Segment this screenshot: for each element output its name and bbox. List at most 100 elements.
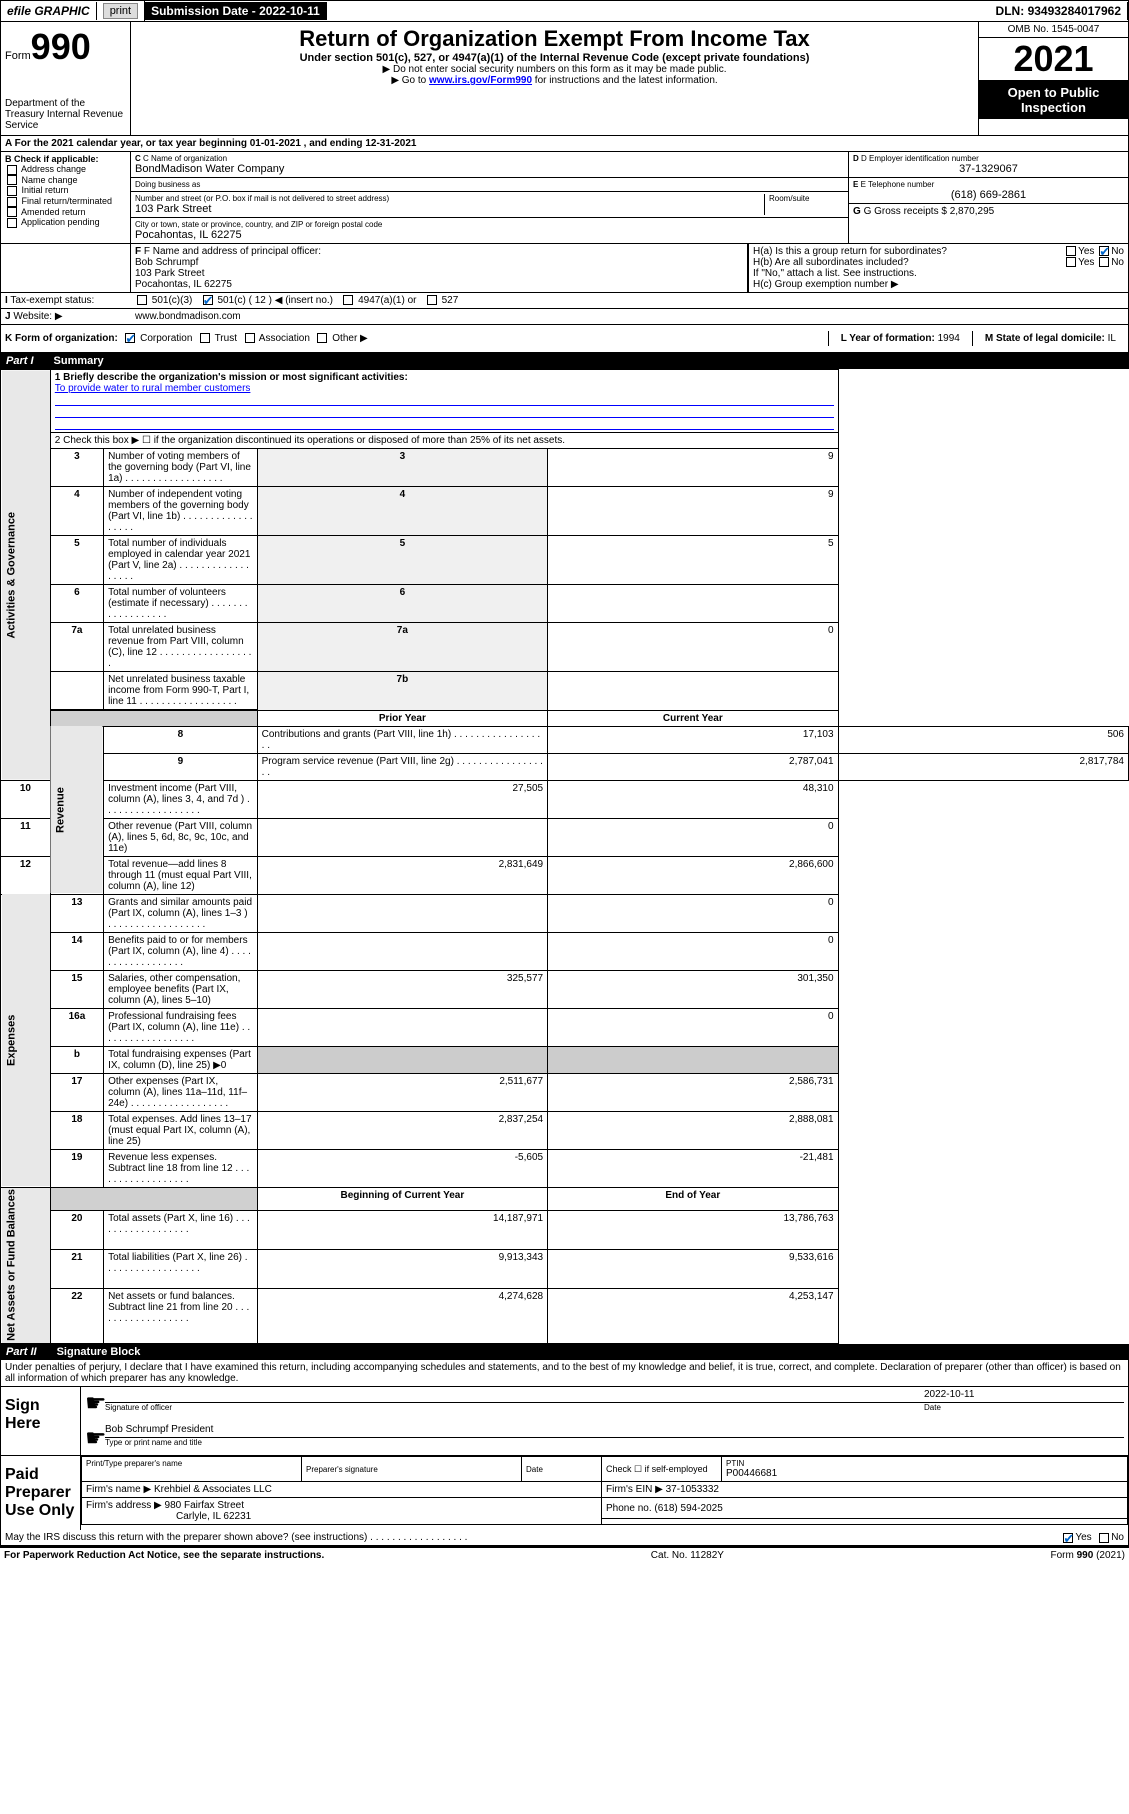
- ptin-label: PTIN: [726, 1459, 1123, 1468]
- side-net-assets: Net Assets or Fund Balances: [1, 1187, 51, 1344]
- form-header-right: OMB No. 1545-0047 2021 Open to Public In…: [978, 22, 1128, 135]
- hb-yes-cb[interactable]: [1066, 257, 1076, 267]
- city-value: Pocahontas, IL 62275: [135, 229, 844, 241]
- gov-row-6: 6Total number of volunteers (estimate if…: [1, 585, 1129, 623]
- print-button[interactable]: print: [103, 3, 138, 19]
- discuss-no-cb[interactable]: [1099, 1533, 1109, 1543]
- firm-ein: 37-1053332: [666, 1484, 719, 1495]
- ha-yes-cb[interactable]: [1066, 246, 1076, 256]
- section-f-h: F F Name and address of principal office…: [0, 244, 1129, 293]
- officer-addr1: 103 Park Street: [135, 268, 743, 279]
- sig-name: Bob Schrumpf President: [105, 1424, 1124, 1435]
- cb-app-pending[interactable]: Application pending: [5, 217, 126, 228]
- addr-value: 103 Park Street: [135, 203, 764, 215]
- side-governance: Activities & Governance: [1, 370, 51, 781]
- hb-no-cb[interactable]: [1099, 257, 1109, 267]
- cb-corp[interactable]: [125, 333, 135, 343]
- print-cell: print: [97, 1, 145, 21]
- section-m: M State of legal domicile: IL: [972, 331, 1128, 346]
- ein-value: 37-1329067: [853, 163, 1124, 175]
- gov-row-4: 4Number of independent voting members of…: [1, 487, 1129, 536]
- firm-addr2: Carlyle, IL 62231: [176, 1511, 251, 1522]
- note-ssn: ▶ Do not enter social security numbers o…: [135, 64, 974, 75]
- cb-other[interactable]: [317, 333, 327, 343]
- submission-date-label: Submission Date - 2022-10-11: [145, 2, 327, 20]
- sig-officer-label: Signature of officer: [105, 1403, 924, 1412]
- cb-501c3[interactable]: [137, 295, 147, 305]
- ha-no-cb[interactable]: [1099, 246, 1109, 256]
- eoy-header: End of Year: [548, 1187, 838, 1210]
- discuss-row: May the IRS discuss this return with the…: [1, 1530, 1128, 1545]
- prior-year-header: Prior Year: [257, 710, 547, 726]
- gross-receipts: G G Gross receipts $ 2,870,295: [853, 206, 1124, 217]
- section-klm: K Form of organization: Corporation Trus…: [0, 325, 1129, 353]
- cb-trust[interactable]: [200, 333, 210, 343]
- irs-link[interactable]: www.irs.gov/Form990: [429, 75, 532, 86]
- boy-header: Beginning of Current Year: [257, 1187, 547, 1210]
- line2: 2 Check this box ▶ ☐ if the organization…: [50, 433, 838, 449]
- discuss-yes-cb[interactable]: [1063, 1533, 1073, 1543]
- officer-label: F F Name and address of principal office…: [135, 246, 743, 257]
- section-c: C C Name of organization BondMadison Wat…: [131, 152, 848, 243]
- org-name: BondMadison Water Company: [135, 163, 844, 175]
- section-i: I Tax-exempt status: 501(c)(3) 501(c) ( …: [0, 293, 1129, 309]
- firm-ein-label: Firm's EIN ▶: [606, 1484, 663, 1495]
- form-header-mid: Return of Organization Exempt From Incom…: [131, 22, 978, 135]
- gov-row-3: 3Number of voting members of the governi…: [1, 449, 1129, 487]
- dept-label: Department of the Treasury Internal Reve…: [5, 98, 126, 131]
- cb-assoc[interactable]: [245, 333, 255, 343]
- preparer-table: Print/Type preparer's name Preparer's si…: [81, 1456, 1128, 1525]
- cb-amended-return[interactable]: Amended return: [5, 207, 126, 218]
- side-expenses: Expenses: [1, 894, 51, 1187]
- form-header: Form990 Department of the Treasury Inter…: [0, 22, 1129, 136]
- hb-note: If "No," attach a list. See instructions…: [753, 268, 1124, 279]
- header-bar: efile GRAPHIC print Submission Date - 20…: [0, 0, 1129, 22]
- cb-527[interactable]: [427, 295, 437, 305]
- sig-date-label: Date: [924, 1403, 1124, 1412]
- section-j: J Website: ▶ www.bondmadison.com: [0, 309, 1129, 325]
- sig-date: 2022-10-11: [924, 1389, 1124, 1400]
- firm-name-label: Firm's name ▶: [86, 1484, 151, 1495]
- sign-here-label: Sign Here: [1, 1387, 81, 1455]
- info-grid: B Check if applicable: Address change Na…: [0, 152, 1129, 244]
- city-label: City or town, state or province, country…: [135, 220, 844, 229]
- tax-year: 2021: [979, 38, 1128, 81]
- form-title: Return of Organization Exempt From Incom…: [135, 26, 974, 52]
- prep-sig-label: Preparer's signature: [306, 1465, 517, 1474]
- hb-label: H(b) Are all subordinates included?: [753, 257, 1064, 268]
- cb-address-change[interactable]: Address change: [5, 164, 126, 175]
- ein-label: D D Employer identification number: [853, 154, 1124, 163]
- org-name-label: C C Name of organization: [135, 154, 844, 163]
- cb-4947[interactable]: [343, 295, 353, 305]
- cb-initial-return[interactable]: Initial return: [5, 185, 126, 196]
- cb-501c[interactable]: [203, 295, 213, 305]
- section-b-header: B Check if applicable:: [5, 154, 126, 164]
- section-a: A For the 2021 calendar year, or tax yea…: [0, 136, 1129, 152]
- firm-name: Krehbiel & Associates LLC: [154, 1484, 272, 1495]
- firm-addr: 980 Fairfax Street: [165, 1500, 244, 1511]
- phone-label: E E Telephone number: [853, 180, 1124, 189]
- open-public: Open to Public Inspection: [979, 81, 1128, 119]
- section-deg: D D Employer identification number 37-13…: [848, 152, 1128, 243]
- addr-label: Number and street (or P.O. box if mail i…: [135, 194, 764, 203]
- cb-final-return[interactable]: Final return/terminated: [5, 196, 126, 207]
- form-header-left: Form990 Department of the Treasury Inter…: [1, 22, 131, 135]
- firm-addr-label: Firm's address ▶: [86, 1500, 162, 1511]
- efile-label: efile GRAPHIC: [1, 2, 97, 20]
- prep-phone: (618) 594-2025: [654, 1503, 722, 1514]
- prep-check-label: Check ☐ if self-employed: [602, 1457, 722, 1482]
- form-subtitle: Under section 501(c), 527, or 4947(a)(1)…: [135, 52, 974, 64]
- omb-number: OMB No. 1545-0047: [979, 22, 1128, 38]
- hc-label: H(c) Group exemption number ▶: [753, 279, 1124, 290]
- part2-header: Part II Signature Block: [0, 1344, 1129, 1360]
- dba-label: Doing business as: [135, 180, 844, 189]
- footer: For Paperwork Reduction Act Notice, see …: [0, 1546, 1129, 1563]
- prep-phone-label: Phone no.: [606, 1503, 652, 1514]
- part1-table: Activities & Governance 1 Briefly descri…: [0, 369, 1129, 1344]
- cat-number: Cat. No. 11282Y: [324, 1550, 1050, 1561]
- section-b: B Check if applicable: Address change Na…: [1, 152, 131, 243]
- officer-addr2: Pocahontas, IL 62275: [135, 279, 743, 290]
- cb-name-change[interactable]: Name change: [5, 175, 126, 186]
- website-value: www.bondmadison.com: [131, 309, 1128, 324]
- paperwork-notice: For Paperwork Reduction Act Notice, see …: [4, 1550, 324, 1561]
